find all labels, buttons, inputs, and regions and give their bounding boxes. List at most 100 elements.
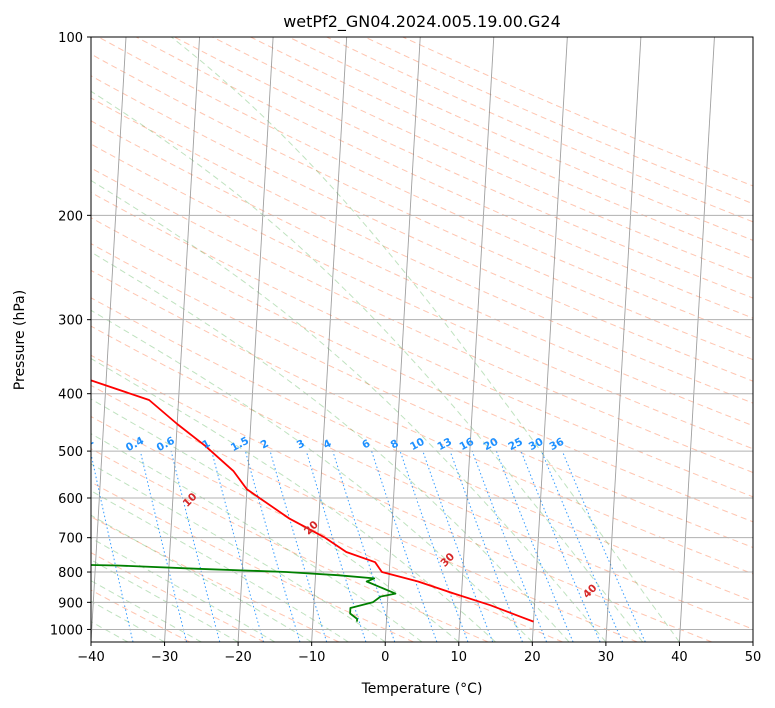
mixing-ratio-line [269,450,328,642]
mixing-ratio-line [91,451,134,642]
dry-adiabat-line [136,37,753,319]
dry-adiabat-line [91,384,638,642]
mixing-ratio-line [422,450,494,642]
pressure-gridlines [91,37,753,630]
isotherm-line [164,37,201,642]
mixing-ratio-lines [91,450,646,642]
isotherm-line [91,37,127,642]
mixing-ratio-line [371,450,438,642]
dry-adiabat-line [212,37,753,279]
dry-adiabat-line [91,481,414,642]
dry-adiabat-line [91,415,563,642]
mixing-ratio-line [520,450,601,642]
y-tick-label: 700 [58,532,83,547]
dry-adiabat-line [91,269,753,575]
moist-adiabat-line [91,433,423,642]
isotherm-line [605,37,642,642]
dry-adiabat-line [91,243,753,549]
y-tick-label: 300 [58,314,83,329]
dry-adiabat-line [91,97,753,404]
isotherm-line [458,37,495,642]
isotherm-line [384,37,421,642]
dry-adiabat-line [98,37,753,340]
mixing-ratio-label: 25 [506,436,525,453]
y-tick-label: 600 [58,492,83,507]
mixing-ratio-label: 30 [527,436,546,453]
dry-adiabat-line [91,53,753,361]
isotherm-line [531,37,568,642]
mixing-ratio-label: 20 [482,436,501,453]
mixing-ratio-label: 6 [360,437,372,451]
y-tick-label: 1000 [50,623,83,638]
x-axis-label: Temperature (°C) [361,681,483,697]
dry-adiabat-label: 40 [581,582,600,601]
x-tick-label: −40 [77,650,104,665]
adiabat-lines [91,37,753,642]
chart-title: wetPf2_GN04.2024.005.19.00.G24 [283,12,561,32]
isotherm-line [678,37,715,642]
mixing-ratio-label: 2 [259,437,271,451]
mixing-ratio-line [139,450,188,642]
moist-adiabat-line [91,251,570,642]
mixing-ratio-label: 3 [295,437,307,451]
dry-adiabat-line [91,143,753,450]
x-axis-ticks: −40 −30 −20 −10 0 10 20 30 40 50 [77,642,761,665]
sounding-series [91,379,534,623]
mixing-ratio-label: 0.1 [27,435,49,454]
dry-adiabat-label: 0 [62,462,76,476]
mixing-ratio-line [211,450,264,642]
mixing-ratio-line [399,450,469,642]
mixing-ratio-label: 36 [548,436,567,453]
dry-adiabat-line [91,297,753,602]
moist-adiabat-line [91,463,386,642]
y-axis-label: Pressure (hPa) [12,290,28,390]
x-tick-label: −10 [298,650,325,665]
mixing-ratio-line [561,450,646,642]
dry-adiabat-line [91,167,753,474]
x-tick-label: 30 [598,650,615,665]
dry-adiabat-line [91,75,753,382]
y-tick-label: 800 [58,566,83,581]
moist-adiabat-line [91,179,607,642]
moist-adiabat-line [91,357,496,642]
mixing-ratio-line [449,450,523,642]
y-tick-label: 500 [58,445,83,460]
mixing-ratio-label: 16 [458,436,477,453]
isotherm-line [237,37,274,642]
y-tick-label: 100 [58,31,83,46]
moist-adiabat-line [91,309,533,642]
x-tick-label: 20 [524,650,541,665]
mixing-ratio-label: 0.2 [74,435,96,454]
plot-frame [90,36,754,643]
mixing-ratio-line [541,450,624,642]
dry-adiabat-line [91,589,190,642]
moist-adiabat-line [91,490,349,642]
dry-adiabat-line [91,325,753,630]
mixing-ratio-label: 8 [389,437,401,451]
dry-adiabat-line [91,354,712,642]
y-tick-label: 900 [58,596,83,611]
y-tick-label: 400 [58,388,83,403]
x-tick-label: 10 [451,650,468,665]
y-tick-label: 200 [58,209,83,224]
moist-adiabat-line [91,90,644,642]
moist-adiabat-lines [91,37,680,642]
x-tick-label: 50 [745,650,762,665]
mixing-ratio-line [305,450,367,642]
x-tick-label: −30 [151,650,178,665]
x-tick-label: −20 [224,650,251,665]
mixing-ratio-line [471,450,548,642]
sounding-line [91,379,534,623]
dry-adiabat-line [364,37,753,205]
isotherm-line [752,634,753,642]
dry-adiabat-line [91,448,489,642]
moist-adiabat-line [91,559,239,642]
x-tick-label: 40 [671,650,688,665]
y-axis-ticks: 100 200 300 400 500 600 700 800 900 1000 [50,31,91,638]
isotherm-line [311,37,348,642]
skewed-isotherm-lines [91,37,753,642]
moist-adiabat-line [170,37,680,642]
mixing-ratio-line [170,450,221,642]
